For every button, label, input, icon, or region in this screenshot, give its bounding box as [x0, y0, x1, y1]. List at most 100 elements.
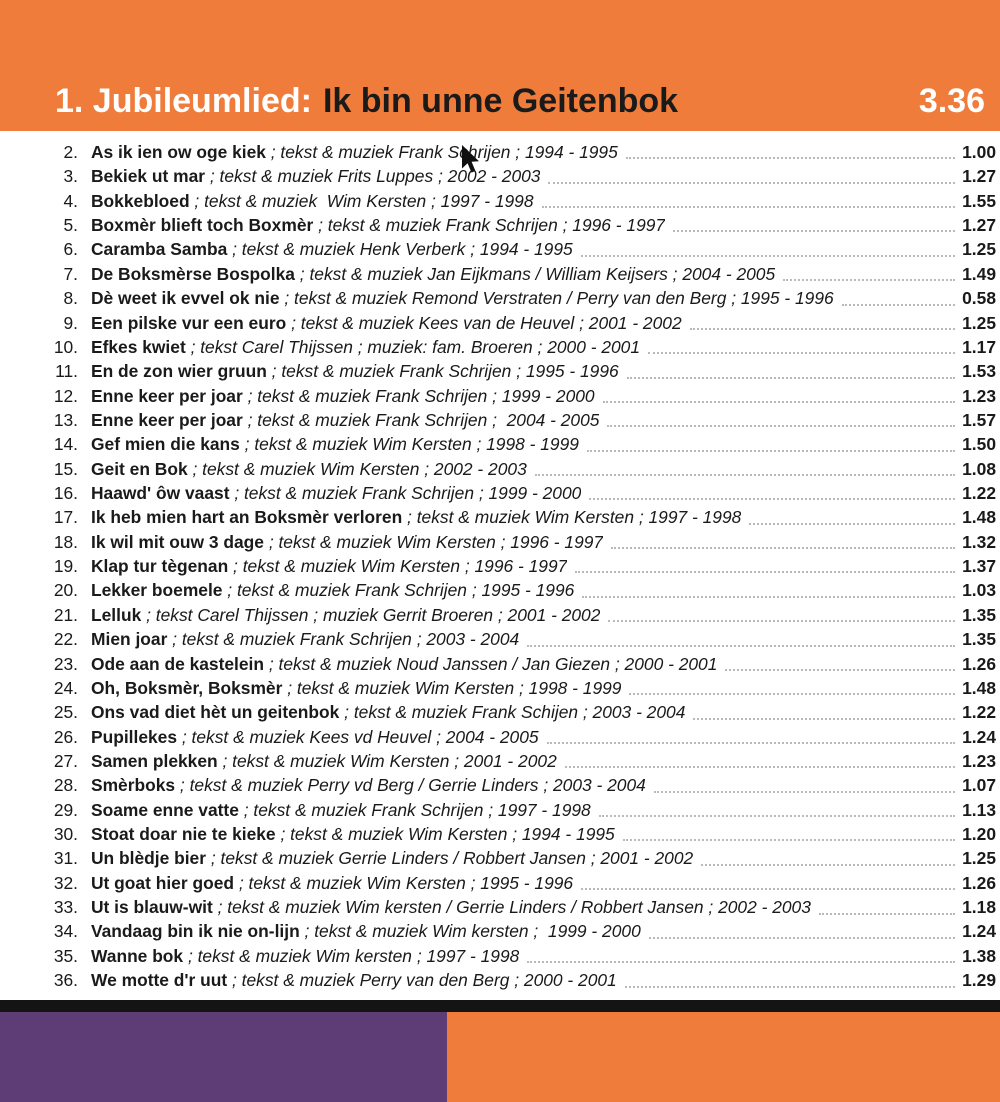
track-text: Soame enne vatte ; tekst & muziek Frank …: [91, 798, 591, 822]
track-credits: ; tekst & muziek Frank Schrijen ; 2004 -…: [242, 409, 600, 430]
track-row: 13. Enne keer per joar ; tekst & muziek …: [46, 408, 996, 432]
track-text: Pupillekes ; tekst & muziek Kees vd Heuv…: [91, 725, 539, 749]
track-credits: ; tekst & muziek Wim Kersten ; 1996 - 19…: [263, 531, 604, 552]
dotted-leader: [783, 279, 956, 282]
track-credits: ; tekst & muziek Remond Verstraten / Per…: [279, 288, 834, 309]
track-number: 21.: [53, 604, 78, 625]
track-number: 16.: [53, 483, 78, 504]
track-text: We motte d'r uut ; tekst & muziek Perry …: [91, 968, 617, 992]
track-number: 34.: [53, 921, 78, 942]
dotted-leader: [602, 400, 956, 403]
track-number: 10.: [53, 336, 78, 357]
track-text: Een pilske vur een euro ; tekst & muziek…: [91, 311, 682, 335]
track-duration: 1.26: [962, 653, 996, 674]
track-credits: ; tekst & muziek Perry van den Berg ; 20…: [227, 970, 617, 991]
track-number: 35.: [53, 945, 78, 966]
track-credits: ; tekst & muziek Wim kersten ; 1999 - 20…: [299, 921, 641, 942]
dotted-leader: [541, 206, 956, 209]
track-credits: ; tekst & muziek Gerrie Linders / Robber…: [206, 848, 694, 869]
track-row: 15. Geit en Bok ; tekst & muziek Wim Ker…: [46, 457, 996, 481]
track-duration: 1.18: [962, 897, 996, 918]
track-row: 7. De Boksmèrse Bospolka ; tekst & muzie…: [46, 262, 996, 286]
track-title: Klap tur tègenan: [91, 556, 229, 577]
track-title: Boxmèr blieft toch Boxmèr: [91, 215, 314, 236]
track-title: Wanne bok: [91, 945, 184, 966]
track-title: En de zon wier gruun: [91, 361, 267, 382]
dotted-leader: [749, 522, 956, 525]
track-row: 5. Boxmèr blieft toch Boxmèr ; tekst & m…: [46, 213, 996, 237]
track-text: Enne keer per joar ; tekst & muziek Fran…: [91, 384, 595, 408]
dotted-leader: [581, 888, 956, 891]
track-duration: 1.13: [962, 799, 996, 820]
track-title: Un blèdje bier: [91, 848, 206, 869]
track-title: Een pilske vur een euro: [91, 312, 287, 333]
track-title: Stoat doar nie te kieke: [91, 824, 276, 845]
track-credits: ; tekst & muziek Wim kersten / Gerrie Li…: [212, 897, 811, 918]
track-number: 19.: [53, 556, 78, 577]
track-credits: ; tekst & muziek Noud Janssen / Jan Giez…: [264, 653, 718, 674]
track-title: Ode aan de kastelein: [91, 653, 265, 674]
track-text: Samen plekken ; tekst & muziek Wim Kerst…: [91, 749, 557, 773]
dotted-leader: [582, 595, 956, 598]
header-line: 1. Jubileumlied: Ik bin unne Geitenbok 3…: [55, 84, 985, 118]
track-title: Ut is blauw-wit: [91, 897, 213, 918]
track-number: 26.: [53, 726, 78, 747]
track-row: 25. Ons vad diet hèt un geitenbok ; teks…: [46, 700, 996, 724]
track-duration: 1.24: [962, 921, 996, 942]
track-text: Oh, Boksmèr, Boksmèr ; tekst & muziek Wi…: [91, 676, 621, 700]
dotted-leader: [527, 961, 956, 964]
track-duration: 1.00: [962, 141, 996, 162]
track-number: 24.: [53, 677, 78, 698]
header-track-title: Ik bin unne Geitenbok: [322, 82, 679, 120]
dotted-leader: [564, 766, 956, 769]
track-text: Gef mien die kans ; tekst & muziek Wim K…: [91, 432, 579, 456]
track-text: Caramba Samba ; tekst & muziek Henk Verb…: [91, 237, 573, 261]
track-duration: 1.27: [962, 215, 996, 236]
track-row: 30. Stoat doar nie te kieke ; tekst & mu…: [46, 822, 996, 846]
track-duration: 1.50: [962, 434, 996, 455]
track-row: 19. Klap tur tègenan ; tekst & muziek Wi…: [46, 554, 996, 578]
track-duration: 1.22: [962, 483, 996, 504]
track-text: Bekiek ut mar ; tekst & muziek Frits Lup…: [91, 164, 540, 188]
track-text: En de zon wier gruun ; tekst & muziek Fr…: [91, 359, 619, 383]
dotted-leader: [818, 912, 956, 915]
dotted-leader: [527, 644, 956, 647]
dotted-leader: [534, 474, 956, 477]
track-number: 11.: [55, 361, 78, 382]
track-duration: 1.25: [962, 239, 996, 260]
track-credits: ; tekst & muziek Frank Schijen ; 2003 - …: [339, 702, 686, 723]
track-title: Mien joar: [91, 629, 168, 650]
track-title: Enne keer per joar: [91, 409, 243, 430]
track-duration: 1.23: [962, 750, 996, 771]
track-row: 17. Ik heb mien hart an Boksmèr verloren…: [46, 505, 996, 529]
track-duration: 1.23: [962, 385, 996, 406]
track-title: We motte d'r uut: [91, 970, 228, 991]
track-number: 13.: [53, 409, 78, 430]
track-duration: 1.49: [962, 263, 996, 284]
track-credits: ; tekst Carel Thijssen ; muziek Gerrit B…: [141, 604, 601, 625]
track-credits: ; tekst & muziek Kees van de Heuvel ; 20…: [286, 312, 682, 333]
track-title: Smèrboks: [91, 775, 176, 796]
track-text: Ik heb mien hart an Boksmèr verloren ; t…: [91, 505, 741, 529]
track-row: 10. Efkes kwiet ; tekst Carel Thijssen ;…: [46, 335, 996, 359]
dotted-leader: [586, 449, 956, 452]
track-number: 27.: [53, 750, 78, 771]
track-title: Oh, Boksmèr, Boksmèr: [91, 677, 283, 698]
dotted-leader: [624, 985, 956, 988]
track-text: Ik wil mit ouw 3 dage ; tekst & muziek W…: [91, 530, 603, 554]
track-duration: 0.58: [962, 288, 996, 309]
track-duration: 1.20: [962, 824, 996, 845]
track-row: 34. Vandaag bin ik nie on-lijn ; tekst &…: [46, 920, 996, 944]
track-number: 25.: [53, 702, 78, 723]
header-track-duration: 3.36: [918, 82, 985, 120]
dotted-leader: [580, 254, 956, 257]
track-number: 5.: [63, 215, 78, 236]
track-number: 3.: [63, 166, 78, 187]
track-number: 12.: [53, 385, 78, 406]
track-title: Dè weet ik evvel ok nie: [91, 288, 280, 309]
track-duration: 1.38: [962, 945, 996, 966]
dotted-leader: [701, 863, 956, 866]
track-title: Pupillekes: [91, 726, 178, 747]
track-duration: 1.29: [962, 970, 996, 991]
track-text: Ons vad diet hèt un geitenbok ; tekst & …: [91, 700, 685, 724]
